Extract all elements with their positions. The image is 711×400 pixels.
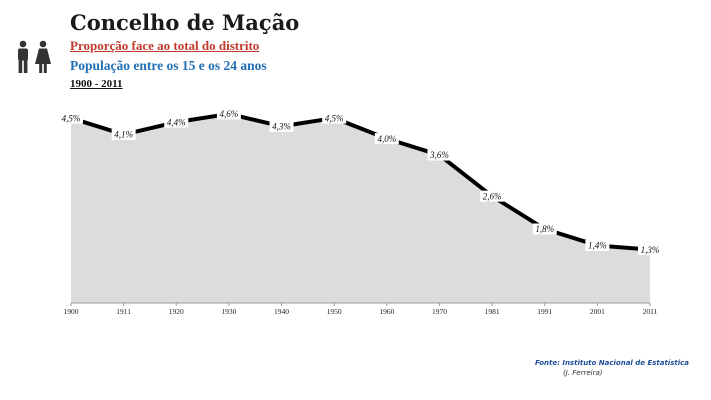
x-tick-label: 2001 [590,307,605,316]
x-tick-label: 1920 [169,307,184,316]
data-label-bg [216,108,241,120]
data-labels: 4,5% 4,1% 4,4% 4,6% 4,3% 4,5% 4,0% 3,6% 2,6% 1,8%… [59,108,662,256]
x-tick-label: 1940 [274,307,289,316]
data-label: 4,0% [377,134,396,144]
data-label: 2,6% [483,191,502,201]
data-label-bg [532,223,557,235]
data-label-bg [322,112,347,124]
data-label: 1,4% [588,241,607,251]
data-label: 3,6% [429,150,449,160]
area-fill [71,113,650,303]
data-label: 4,5% [325,113,344,123]
data-label: 1,8% [535,224,554,234]
subtitle-population: População entre os 15 e os 24 anos [70,58,267,73]
plot-area [70,111,651,303]
data-label-bg [269,120,294,132]
data-label: 4,6% [220,109,239,119]
data-label-bg [164,116,189,128]
data-label: 4,5% [62,113,81,123]
x-tick-label: 1960 [379,307,394,316]
data-label-bg [59,112,83,124]
period-label: 1900 - 2011 [70,78,123,90]
x-tick-label: 1981 [485,307,500,316]
x-tick-label: 1991 [537,307,552,316]
data-label: 4,3% [272,121,291,131]
data-label-bg [585,239,610,251]
x-tick-label: 2011 [643,307,658,316]
data-label: 1,3% [641,245,660,255]
data-label-bg [374,133,399,145]
data-label: 4,1% [114,130,133,140]
x-tick-label: 1950 [327,307,342,316]
author-note: (J. Ferreira) [563,369,603,377]
people-icon [18,40,51,73]
data-label-bg [427,149,452,161]
data-label: 4,4% [167,117,186,127]
source-note: Fonte: Instituto Nacional de Estatística [534,359,689,367]
x-tick-label: 1911 [116,307,131,316]
page-title: Concelho de Mação [70,10,300,35]
x-tick-label: 1930 [221,307,236,316]
x-tick-label: 1970 [432,307,447,316]
data-label-bg [111,128,136,140]
x-tick-label: 1900 [64,307,79,316]
subtitle-proportion: Proporção face ao total do distrito [70,38,260,53]
data-label-bg [638,244,662,256]
data-label-bg [480,190,505,202]
x-axis: 1900 1911 1920 1930 1940 1950 1960 1970 1981 1991… [64,302,658,316]
